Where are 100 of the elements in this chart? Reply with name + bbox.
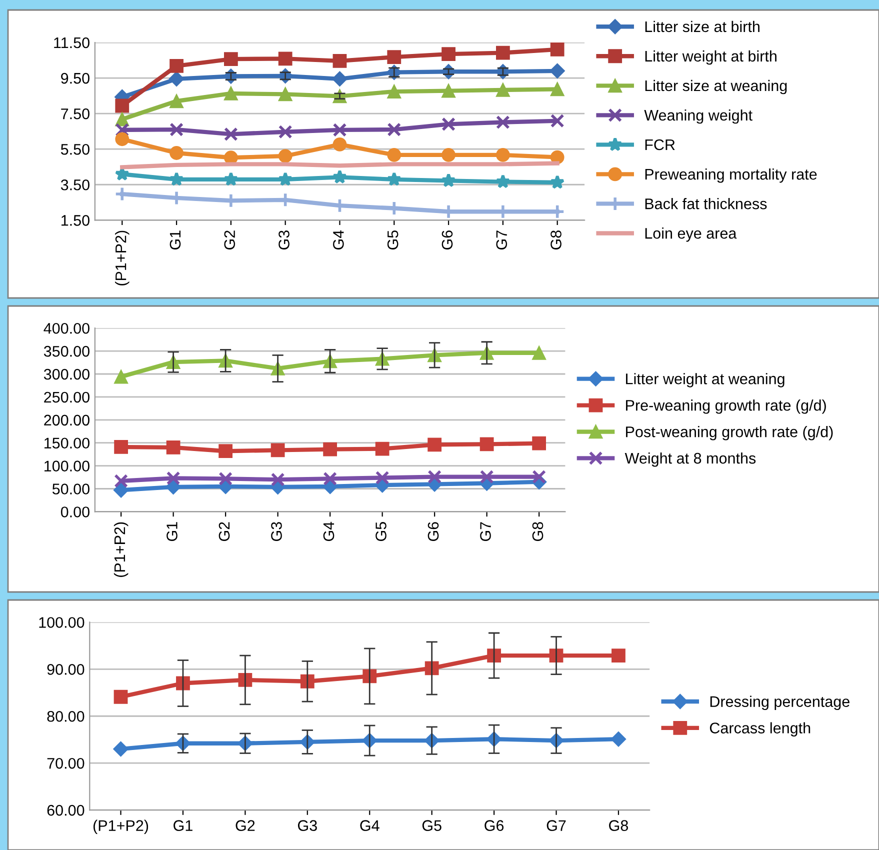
y-tick-label: 150.00 bbox=[44, 438, 90, 449]
y-tick-label: 250.00 bbox=[44, 392, 90, 403]
point bbox=[496, 148, 510, 162]
point bbox=[166, 440, 180, 454]
point bbox=[170, 94, 184, 108]
point bbox=[114, 440, 128, 454]
y-tick-label: 200.00 bbox=[44, 414, 90, 426]
point bbox=[387, 122, 402, 136]
point bbox=[496, 82, 510, 97]
y-tick-label: 70.00 bbox=[47, 758, 84, 769]
y-tick-label: 5.50 bbox=[60, 144, 90, 155]
point bbox=[218, 472, 233, 486]
point bbox=[114, 370, 128, 384]
x-tick-label: G6 bbox=[442, 230, 453, 250]
point bbox=[113, 482, 129, 498]
point bbox=[115, 98, 130, 113]
point bbox=[496, 115, 510, 130]
point bbox=[224, 86, 238, 100]
point bbox=[442, 117, 456, 132]
point bbox=[332, 170, 348, 184]
point bbox=[442, 84, 456, 98]
y-tick-label: 7.50 bbox=[61, 108, 90, 120]
point bbox=[612, 648, 626, 662]
x-tick-label: G8 bbox=[532, 522, 544, 542]
point bbox=[166, 471, 180, 486]
point bbox=[332, 122, 347, 137]
y-tick-label: 50.00 bbox=[52, 484, 90, 494]
point bbox=[170, 122, 184, 136]
point bbox=[550, 114, 564, 128]
x-tick-label: G8 bbox=[609, 820, 628, 831]
point bbox=[176, 676, 190, 690]
x-tick-label: G5 bbox=[387, 230, 398, 250]
point bbox=[332, 54, 347, 68]
point bbox=[224, 127, 238, 142]
point bbox=[323, 442, 338, 456]
y-tick-label: 60.00 bbox=[47, 804, 84, 816]
legend-label: Litter size at birth bbox=[645, 20, 760, 32]
point bbox=[168, 71, 184, 86]
point bbox=[332, 71, 348, 86]
point bbox=[428, 470, 442, 484]
x-tick-label: G7 bbox=[546, 820, 566, 831]
point bbox=[550, 42, 564, 56]
legend-label: Litter weight at weaning bbox=[626, 373, 784, 388]
point bbox=[550, 174, 565, 189]
point bbox=[480, 470, 494, 484]
legend-label: Back fat thickness bbox=[645, 198, 767, 210]
point bbox=[113, 741, 128, 757]
point bbox=[532, 346, 546, 360]
legend-label: Weight at 8 months bbox=[624, 452, 756, 467]
point bbox=[224, 172, 238, 186]
point bbox=[532, 436, 546, 450]
x-tick-label: (P1+P2) bbox=[115, 230, 130, 286]
legend-label: Loin eye area bbox=[645, 228, 737, 242]
point bbox=[480, 437, 494, 452]
x-tick-label: G7 bbox=[496, 230, 508, 250]
x-tick-label: G2 bbox=[236, 820, 255, 831]
point bbox=[375, 470, 390, 485]
point bbox=[610, 732, 626, 747]
x-tick-label: G1 bbox=[166, 522, 178, 542]
y-tick-label: 350.00 bbox=[44, 346, 90, 357]
point bbox=[442, 47, 456, 61]
point bbox=[278, 149, 292, 163]
point bbox=[387, 148, 402, 162]
point bbox=[270, 472, 285, 487]
y-tick-label: 90.00 bbox=[47, 664, 84, 675]
point bbox=[496, 174, 510, 188]
point bbox=[487, 648, 501, 662]
y-tick-label: 80.00 bbox=[47, 710, 84, 722]
point bbox=[375, 442, 390, 456]
point bbox=[278, 87, 292, 102]
legend-label: Pre-weaning growth rate (g/d) bbox=[626, 400, 826, 414]
x-tick-label: G2 bbox=[218, 522, 230, 542]
legend-label: Carcass length bbox=[710, 722, 810, 736]
x-tick-label: G3 bbox=[298, 820, 317, 831]
legend-label: Weaning weight bbox=[644, 109, 752, 124]
x-tick-label: G5 bbox=[422, 820, 442, 831]
point bbox=[115, 122, 130, 137]
x-tick-label: G8 bbox=[550, 230, 562, 250]
x-tick-label: G6 bbox=[484, 820, 504, 831]
y-tick-label: 9.50 bbox=[61, 72, 90, 84]
x-tick-label: G4 bbox=[360, 820, 380, 831]
point bbox=[169, 172, 184, 186]
y-tick-label: 100.00 bbox=[39, 617, 84, 628]
point bbox=[550, 82, 564, 96]
point bbox=[224, 52, 238, 66]
point bbox=[170, 146, 184, 160]
point bbox=[323, 472, 338, 486]
legend-label: Litter size at weaning bbox=[645, 80, 787, 94]
x-tick-label: G4 bbox=[333, 230, 344, 250]
point bbox=[532, 470, 546, 484]
point bbox=[114, 690, 128, 704]
point bbox=[218, 444, 233, 458]
point bbox=[387, 84, 402, 98]
y-tick-label: 1.50 bbox=[62, 215, 90, 226]
legend-label: Litter weight at birth bbox=[645, 50, 776, 65]
point bbox=[428, 438, 442, 452]
x-tick-label: G4 bbox=[323, 522, 334, 542]
x-tick-label: G6 bbox=[428, 522, 439, 542]
y-tick-label: 11.50 bbox=[54, 37, 90, 48]
point bbox=[387, 50, 402, 64]
